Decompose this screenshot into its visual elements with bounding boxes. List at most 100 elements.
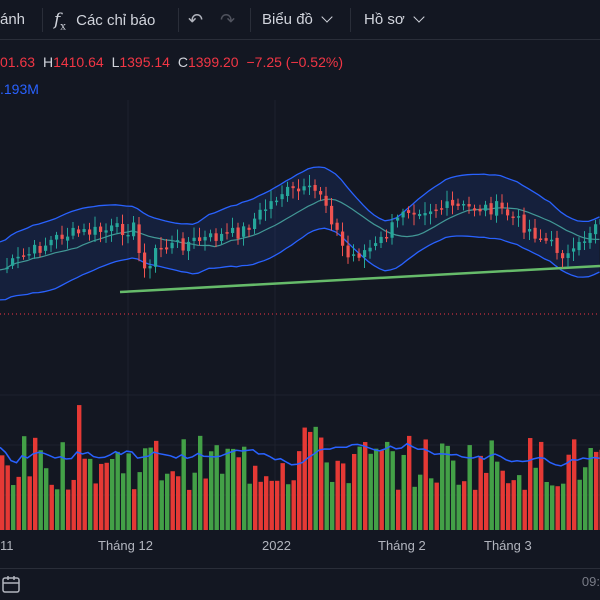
volume-bar [297,451,302,530]
volume-bar [533,467,538,530]
candle-body [71,227,75,236]
volume-bar [555,486,560,530]
candle-body [176,240,180,242]
candle-body [66,236,70,241]
volume-bar [225,448,230,530]
x-tick-label: Tháng 2 [378,538,426,553]
volume-bar [154,440,159,530]
volume-bar [126,453,131,530]
compare-label: ánh [0,11,26,28]
candle-body [280,194,284,200]
volume-bar [473,489,478,530]
volume-bar [341,463,346,530]
low-value: 1395.14 [119,54,170,70]
volume-bar [379,450,384,530]
candle-body [308,185,312,188]
volume-bar [121,473,126,530]
candle-body [121,223,125,236]
candle-body [566,253,570,258]
volume-bar [82,458,87,530]
candle-body [269,201,273,209]
volume-bar [88,458,93,530]
candle-body [198,237,202,242]
candle-body [594,224,598,235]
volume-bar [319,437,324,530]
volume-bar [418,474,423,530]
candle-body [456,203,460,207]
chart-type-label: Biểu đồ [262,11,313,28]
low-label: L [111,54,120,70]
candle-body [181,238,185,251]
candle-body [588,233,592,243]
bollinger-lower-line [0,227,600,301]
price-chart[interactable] [0,40,600,535]
chart-type-dropdown[interactable]: Biểu đồ [262,0,333,40]
candle-body [484,204,488,211]
volume-bar [247,483,252,530]
candle-body [154,248,158,267]
volume-bar [165,473,170,530]
candle-body [330,205,334,225]
volume-bar [181,439,186,530]
candle-body [550,239,554,242]
candle-body [445,201,449,208]
volume-bar [429,478,434,530]
candle-body [231,227,235,234]
volume-bar [253,465,258,530]
compare-button[interactable]: ánh [0,0,25,40]
x-tick-label: Tháng 12 [98,538,153,553]
volume-bar [264,476,269,530]
volume-bar [368,453,373,530]
candle-body [5,267,9,270]
candle-body [319,191,323,195]
undo-icon[interactable]: ↶ [188,10,204,30]
candle-body [335,222,339,230]
volume-bar [401,454,406,530]
candle-body [511,216,515,219]
top-toolbar: ánh fx Các chỉ báo ↶ ↷ Biểu đồ Hồ sơ [0,0,600,40]
ohlc-legend: 01.63 H1410.64 L1395.14 C1399.20 −7.25 (… [0,54,343,70]
candle-body [247,227,251,230]
candle-body [357,253,361,258]
candle-body [412,212,416,215]
volume-bar [423,439,428,530]
candle-body [258,209,262,220]
candle-body [209,233,213,238]
candle-body [214,233,218,241]
candle-body [434,209,438,212]
profile-label: Hồ sơ [364,11,405,28]
volume-bar [269,480,274,530]
candle-body [291,186,295,189]
redo-icon[interactable]: ↷ [220,10,236,30]
candle-body [522,214,526,233]
candle-body [297,188,301,192]
bottom-toolbar [0,568,600,600]
volume-bar [220,473,225,530]
candle-body [385,237,389,239]
candle-body [187,241,191,252]
volume-bar [495,461,500,530]
volume-bar [242,446,247,530]
profile-dropdown[interactable]: Hồ sơ [364,0,425,40]
candle-body [418,213,422,217]
candle-body [401,211,405,218]
candle-body [143,252,147,269]
candle-body [473,208,477,211]
candle-body [555,237,559,253]
volume-bar [170,471,175,530]
candle-body [396,217,400,221]
x-tick-label: Tháng 3 [484,538,532,553]
volume-bar [517,475,522,530]
candle-body [423,213,427,216]
candle-body [467,203,471,207]
indicators-button[interactable]: fx Các chỉ báo [54,0,155,40]
candle-body [478,208,482,212]
candle-body [126,234,130,237]
date-range-icon[interactable] [0,574,22,596]
volume-bar [71,479,76,530]
candle-body [390,222,394,238]
candle-body [220,233,224,241]
volume-bar [236,457,241,530]
volume-bar [0,455,5,530]
volume-bar [286,484,291,530]
